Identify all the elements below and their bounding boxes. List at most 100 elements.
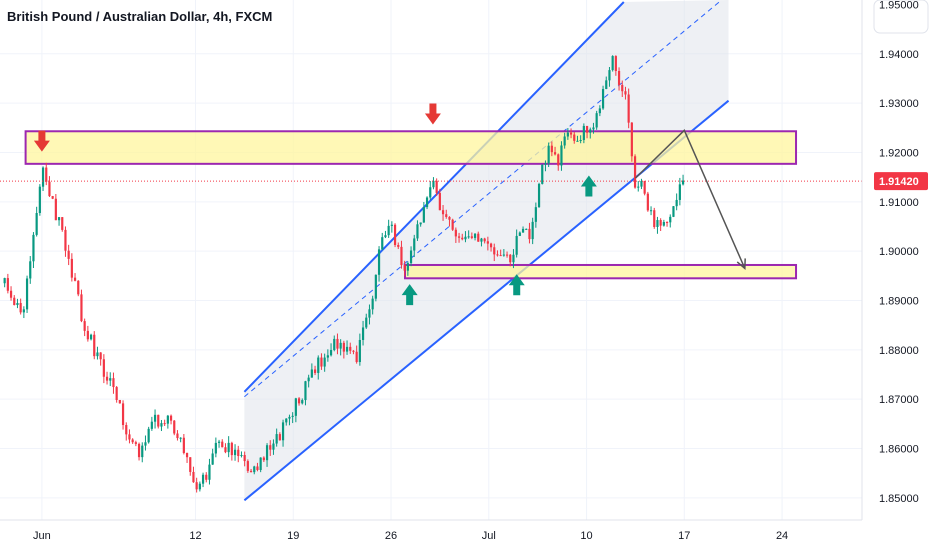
candle-body [128, 434, 131, 440]
candle-body [262, 457, 265, 461]
candle-body [371, 298, 374, 310]
candle-body [515, 235, 518, 255]
candle-body [496, 254, 499, 256]
candle-down [67, 244, 70, 266]
candle-body [557, 154, 560, 166]
candle-body [585, 125, 589, 133]
candle-down [435, 178, 438, 196]
candle-body [400, 246, 403, 266]
candle-up [563, 132, 566, 149]
time-tick-label: Jul [482, 530, 496, 542]
candle-body [246, 461, 249, 471]
candle-body [464, 236, 467, 240]
candle-body [592, 127, 595, 130]
candle-body [470, 236, 473, 238]
candle-body [624, 91, 627, 95]
candle-body [352, 350, 355, 352]
candle-up [649, 206, 653, 216]
candle-body [326, 355, 329, 358]
candle-up [377, 246, 381, 282]
candle-body [633, 156, 637, 188]
candle-down [470, 232, 473, 240]
candle-down [569, 128, 573, 139]
candle-down [621, 80, 624, 97]
time-axis[interactable]: Jun 12 19 26 Jul 10 17 24 [0, 519, 862, 542]
candle-body [285, 418, 288, 423]
candle-up [595, 110, 598, 130]
candle-body [77, 280, 80, 295]
candle-up [480, 237, 483, 247]
candle-down [54, 193, 57, 221]
candle-down [461, 233, 464, 241]
candle-down [342, 340, 345, 359]
candle-up [326, 349, 329, 362]
candle-body [589, 129, 592, 133]
candle-body [265, 445, 269, 461]
candle-up [16, 298, 19, 309]
candle-body [419, 222, 422, 225]
candle-body [467, 236, 470, 238]
candle-body [499, 255, 502, 257]
candle-body [304, 381, 307, 401]
candle-up [521, 226, 525, 233]
candle-down [9, 286, 13, 301]
candle-up [390, 221, 393, 233]
candle-body [630, 122, 633, 157]
axis-scale-button[interactable] [873, 0, 929, 34]
candle-down [665, 221, 669, 227]
candle-down [6, 273, 9, 294]
candle-up [608, 67, 611, 87]
candle-body [537, 183, 541, 208]
candle-body [249, 470, 253, 473]
candle-body [29, 261, 32, 279]
candle-body [198, 483, 201, 490]
candle-body [179, 437, 182, 439]
candle-body [150, 421, 153, 429]
candle-body [416, 224, 419, 239]
candle-up [566, 127, 569, 140]
candle-down [118, 399, 121, 404]
candle-down [489, 242, 493, 252]
candle-body [553, 152, 557, 155]
candle-body [275, 434, 278, 444]
candle-body [153, 414, 157, 422]
candle-up [294, 397, 297, 423]
candle-body [45, 167, 48, 182]
time-tick-label: 24 [776, 530, 788, 542]
candle-body [205, 474, 208, 480]
candle-body [579, 140, 582, 142]
candle-body [649, 210, 653, 212]
candle-body [86, 330, 89, 340]
candle-body [637, 186, 640, 188]
candle-up [233, 444, 237, 461]
candle-down [550, 141, 553, 157]
candle-up [153, 409, 157, 429]
candle-up [32, 232, 35, 269]
candle-down [528, 222, 531, 244]
candle-body [550, 145, 553, 153]
candle-up [323, 353, 326, 372]
candle-down [659, 218, 662, 231]
price-axis[interactable]: 1.94000 1.93000 1.92000 1.91000 1.90000 1.890… [861, 0, 932, 520]
price-tick-label: 1.91000 [879, 197, 919, 209]
candle-up [371, 295, 374, 315]
candle-body [486, 241, 489, 244]
candle-down [61, 217, 64, 232]
candle-up [109, 372, 112, 387]
candle-body [9, 290, 13, 298]
candle-down [121, 400, 125, 430]
candle-up [464, 231, 467, 243]
candle-down [246, 459, 249, 473]
candle-body [19, 302, 22, 313]
candle-body [480, 238, 483, 242]
price-tick-label: 1.89000 [879, 296, 919, 308]
candle-down [352, 350, 355, 355]
candle-up [281, 419, 285, 447]
candle-up [141, 442, 144, 463]
candle-body [211, 453, 214, 465]
candle-up [365, 313, 368, 329]
candle-body [477, 233, 480, 242]
candle-up [160, 419, 163, 432]
candle-down [230, 441, 233, 461]
